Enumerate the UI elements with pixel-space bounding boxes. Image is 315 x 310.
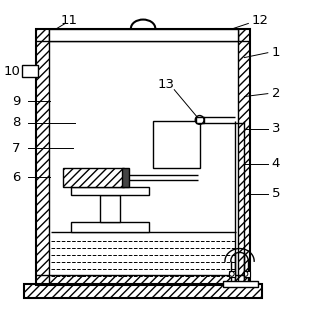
Bar (229, 271, 235, 277)
Bar (36, 29, 250, 41)
Bar (49, 29, 238, 41)
Bar (223, 281, 258, 286)
Bar (153, 121, 200, 168)
Text: 12: 12 (251, 14, 268, 27)
Bar (24, 284, 262, 298)
Bar (36, 275, 250, 285)
Bar (244, 271, 250, 277)
Text: 1: 1 (272, 46, 280, 59)
Bar (71, 187, 149, 195)
Text: 2: 2 (272, 87, 280, 100)
Bar (36, 29, 250, 285)
Bar (238, 29, 250, 285)
Text: 3: 3 (272, 122, 280, 135)
Text: 13: 13 (158, 78, 175, 91)
Bar (122, 168, 129, 187)
Bar (36, 29, 49, 285)
Bar (22, 65, 38, 77)
Bar (100, 195, 120, 222)
Text: 9: 9 (12, 95, 20, 108)
Text: 4: 4 (272, 157, 280, 170)
Bar (63, 168, 123, 187)
Bar (196, 117, 203, 123)
Text: 8: 8 (12, 116, 20, 129)
Text: 6: 6 (12, 171, 20, 184)
Text: 7: 7 (12, 142, 20, 155)
Text: 11: 11 (60, 14, 77, 27)
Bar (71, 222, 149, 232)
Text: 10: 10 (3, 65, 20, 78)
Text: 5: 5 (272, 188, 280, 201)
